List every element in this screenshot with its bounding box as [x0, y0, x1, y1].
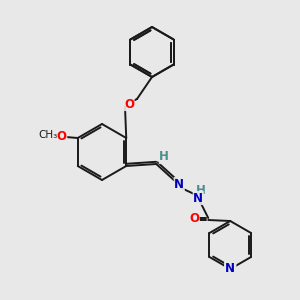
Text: N: N — [225, 262, 235, 275]
Text: N: N — [193, 191, 203, 205]
Text: H: H — [196, 184, 206, 197]
Text: N: N — [174, 178, 184, 190]
Text: O: O — [57, 130, 67, 142]
Text: H: H — [159, 151, 169, 164]
Text: O: O — [124, 98, 134, 110]
Text: O: O — [189, 212, 199, 224]
Text: CH₃: CH₃ — [38, 130, 57, 140]
